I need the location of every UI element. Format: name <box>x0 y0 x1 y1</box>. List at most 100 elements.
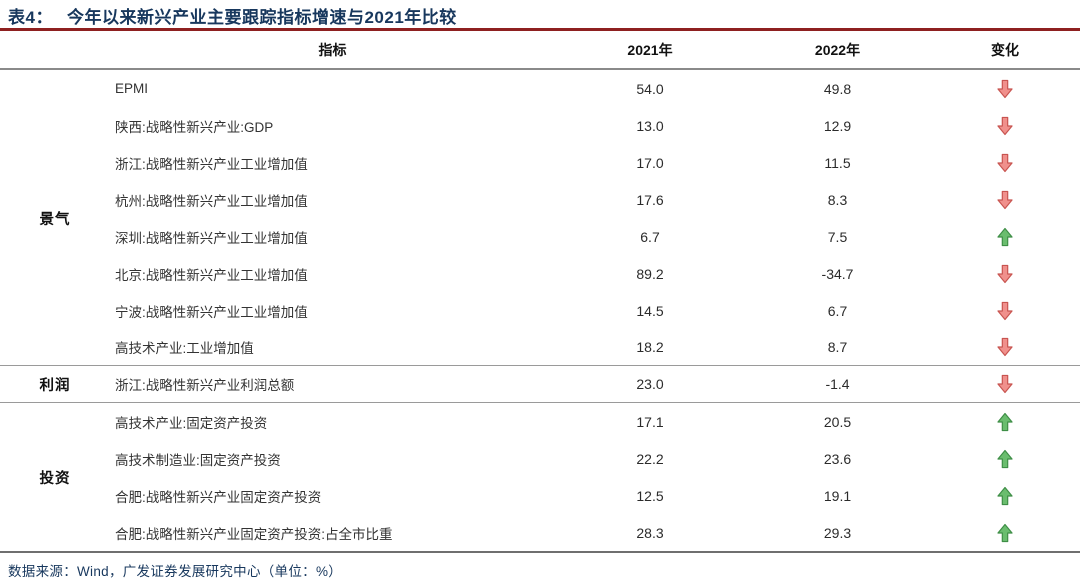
value-2021-cell: 13.0 <box>636 117 664 134</box>
down-arrow-icon <box>996 337 1014 357</box>
change-cell <box>930 116 1080 136</box>
value-2021-cell: 17.1 <box>636 413 664 430</box>
table-row: EPMI 54.0 49.8 <box>0 70 1080 107</box>
indicator-cell: 高技术制造业:固定资产投资 <box>115 452 281 468</box>
down-arrow-icon <box>997 153 1013 172</box>
up-arrow-icon <box>997 449 1013 468</box>
up-arrow-icon <box>996 486 1014 506</box>
down-arrow-icon <box>997 190 1013 209</box>
down-arrow-icon <box>996 374 1014 394</box>
table-row: 合肥:战略性新兴产业固定资产投资 12.5 19.1 <box>0 477 1080 514</box>
table-row: 陕西:战略性新兴产业:GDP 13.0 12.9 <box>0 107 1080 144</box>
table-row: 高技术制造业:固定资产投资 22.2 23.6 <box>0 440 1080 477</box>
row-group-label: 投资 <box>39 470 71 487</box>
indicator-cell: 合肥:战略性新兴产业固定资产投资:占全市比重 <box>115 526 393 542</box>
up-arrow-icon <box>997 486 1013 505</box>
down-arrow-icon <box>996 116 1014 136</box>
up-arrow-icon <box>996 449 1014 469</box>
indicator-cell: 陕西:战略性新兴产业:GDP <box>115 119 274 135</box>
down-arrow-icon <box>997 301 1013 320</box>
down-arrow-icon <box>996 79 1014 99</box>
table-row: 高技术产业:工业增加值 18.2 8.7 <box>0 329 1080 366</box>
up-arrow-icon <box>996 523 1014 543</box>
up-arrow-icon <box>996 227 1014 247</box>
value-2022-cell: 20.5 <box>823 413 852 430</box>
value-2022-cell: -34.7 <box>821 265 854 282</box>
down-arrow-icon <box>997 116 1013 135</box>
value-2021-cell: 18.2 <box>636 339 664 355</box>
table-row: 宁波:战略性新兴产业工业增加值 14.5 6.7 <box>0 292 1080 329</box>
table-row: 高技术产业:固定资产投资 17.1 20.5 <box>0 403 1080 440</box>
down-arrow-icon <box>996 264 1014 284</box>
value-2022-cell: 19.1 <box>823 487 852 504</box>
table-body: EPMI 54.0 49.8 陕西:战略性新兴产业:GDP 13.0 12.9 <box>0 70 1080 553</box>
header-change: 变化 <box>991 41 1019 58</box>
value-2021-cell: 17.6 <box>636 191 664 208</box>
header-2022: 2022年 <box>814 41 861 58</box>
indicator-cell: 合肥:战略性新兴产业固定资产投资 <box>115 489 322 505</box>
table-row: 浙江:战略性新兴产业利润总额 23.0 -1.4 <box>0 366 1080 403</box>
indicator-cell: 深圳:战略性新兴产业工业增加值 <box>115 230 308 246</box>
value-2021-cell: 22.2 <box>636 450 664 467</box>
value-2022-cell: 6.7 <box>827 302 848 319</box>
up-arrow-icon <box>997 523 1013 542</box>
up-arrow-icon <box>997 412 1013 431</box>
value-2022-cell: 11.5 <box>824 154 851 171</box>
header-indicator: 指标 <box>318 41 347 58</box>
change-cell <box>930 374 1080 394</box>
value-2021-cell: 28.3 <box>636 524 664 541</box>
value-2022-cell: 49.8 <box>823 80 852 97</box>
indicator-cell: 高技术产业:工业增加值 <box>115 341 254 356</box>
table-title-text: 今年以来新兴产业主要跟踪指标增速与2021年比较 <box>66 7 457 27</box>
value-2022-cell: 23.6 <box>823 450 852 467</box>
up-arrow-icon <box>997 227 1013 246</box>
indicator-cell: 高技术产业:固定资产投资 <box>115 415 268 431</box>
change-cell <box>930 153 1080 173</box>
down-arrow-icon <box>997 264 1013 283</box>
header-2021: 2021年 <box>627 41 673 58</box>
value-2021-cell: 12.5 <box>636 487 664 504</box>
title-underline <box>0 28 1080 31</box>
value-2021-cell: 6.7 <box>640 228 660 245</box>
change-cell <box>930 190 1080 210</box>
table-row: 合肥:战略性新兴产业固定资产投资:占全市比重 28.3 29.3 <box>0 514 1080 551</box>
change-cell <box>930 523 1080 543</box>
value-2021-cell: 89.2 <box>636 265 664 282</box>
value-2021-cell: 14.5 <box>636 302 664 319</box>
down-arrow-icon <box>996 190 1014 210</box>
table-row: 北京:战略性新兴产业工业增加值 89.2 -34.7 <box>0 255 1080 292</box>
value-2022-cell: 8.7 <box>827 339 848 355</box>
value-2021-cell: 17.0 <box>636 154 664 171</box>
change-cell <box>930 449 1080 469</box>
down-arrow-icon <box>997 337 1013 357</box>
row-group-label: 景气 <box>39 211 71 228</box>
value-2021-cell: 23.0 <box>636 376 664 392</box>
down-arrow-icon <box>997 374 1013 394</box>
value-2022-cell: 29.3 <box>823 524 852 541</box>
down-arrow-icon <box>996 153 1014 173</box>
change-cell <box>930 412 1080 432</box>
change-cell <box>930 337 1080 357</box>
down-arrow-icon <box>997 79 1013 98</box>
value-2021-cell: 54.0 <box>636 80 664 97</box>
indicator-cell: 浙江:战略性新兴产业利润总额 <box>115 378 295 393</box>
table-row: 浙江:战略性新兴产业工业增加值 17.0 11.5 <box>0 144 1080 181</box>
indicator-cell: 北京:战略性新兴产业工业增加值 <box>115 267 308 283</box>
row-group-label: 利润 <box>39 378 71 394</box>
indicator-cell: EPMI <box>115 81 149 96</box>
indicator-cell: 宁波:战略性新兴产业工业增加值 <box>115 304 308 320</box>
table-row: 深圳:战略性新兴产业工业增加值 6.7 7.5 <box>0 218 1080 255</box>
change-cell <box>930 486 1080 506</box>
change-cell <box>930 301 1080 321</box>
change-cell <box>930 79 1080 99</box>
down-arrow-icon <box>996 301 1014 321</box>
table-header-row: 指标 2021年 2022年 变化 <box>0 31 1080 70</box>
source-note: 数据来源：Wind，广发证券发展研究中心（单位：%） <box>8 564 343 579</box>
change-cell <box>930 264 1080 284</box>
value-2022-cell: 12.9 <box>823 117 852 134</box>
change-cell <box>930 227 1080 247</box>
table-row: 杭州:战略性新兴产业工业增加值 17.6 8.3 <box>0 181 1080 218</box>
value-2022-cell: 8.3 <box>827 191 848 208</box>
indicator-cell: 浙江:战略性新兴产业工业增加值 <box>115 156 308 172</box>
